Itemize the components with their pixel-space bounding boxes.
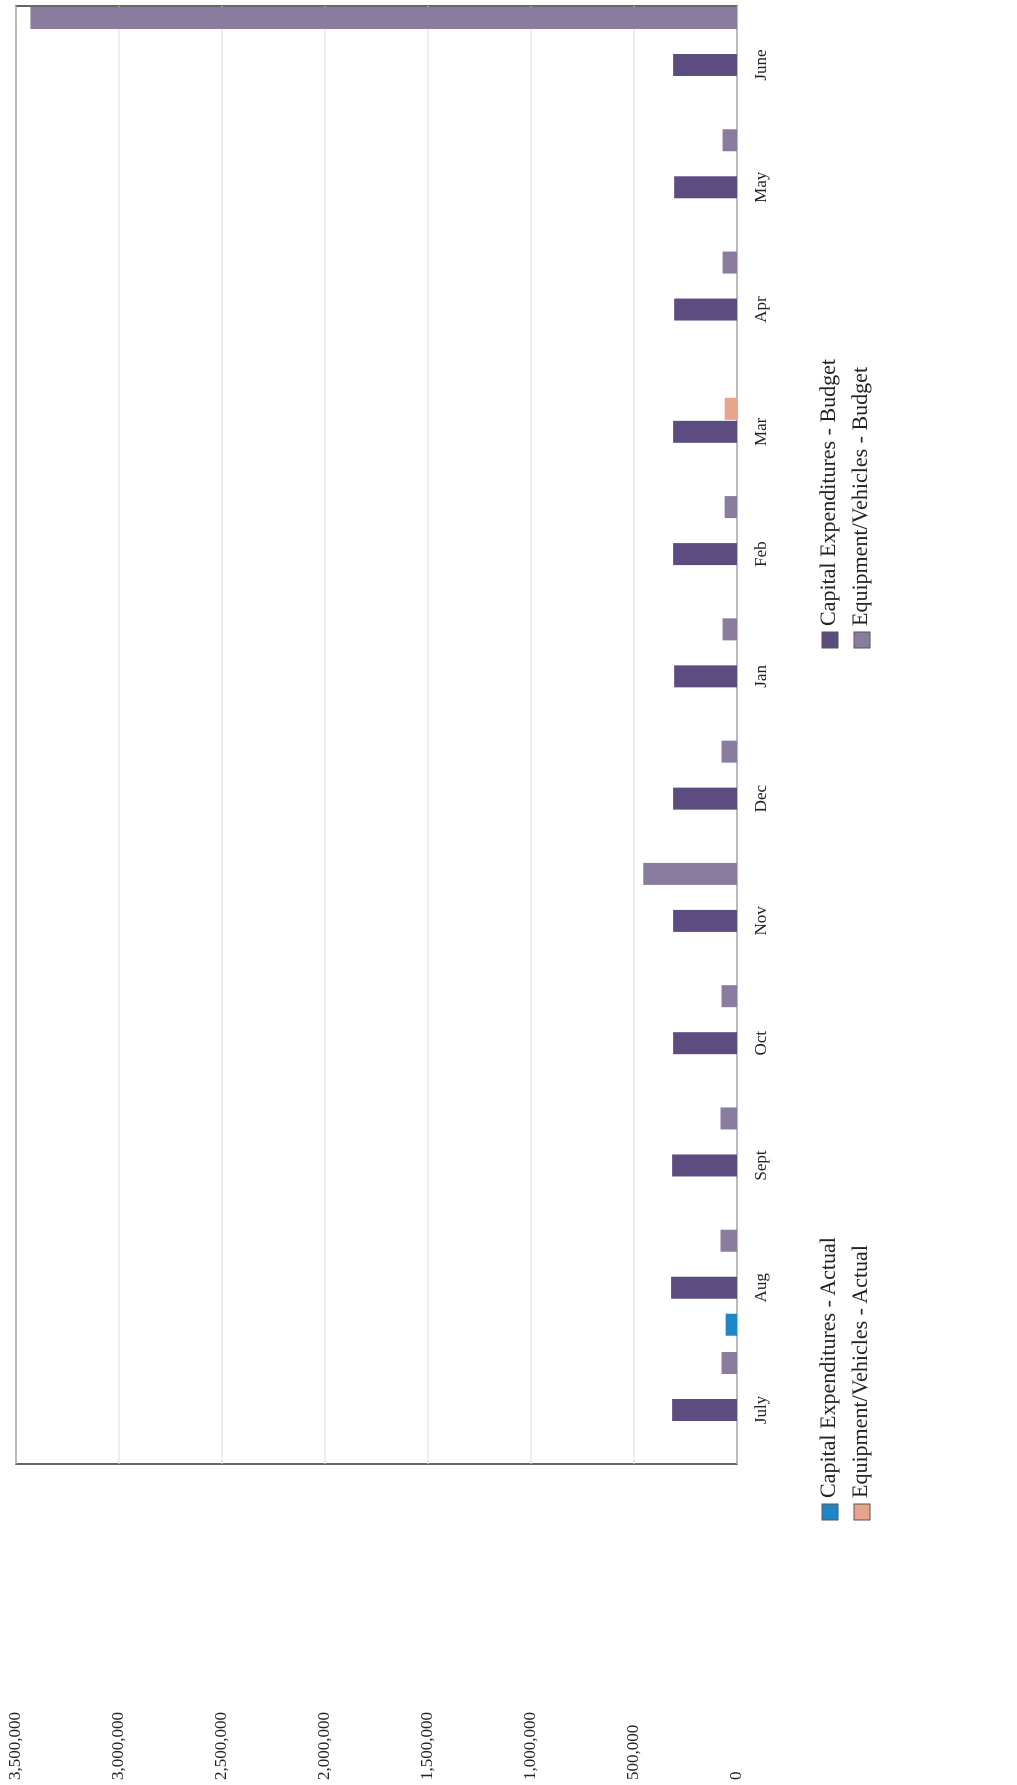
category-label: Aug (751, 1273, 770, 1303)
bar (725, 1313, 737, 1336)
bar (672, 1399, 737, 1421)
bar (672, 1154, 737, 1177)
legend-swatch (821, 1503, 839, 1521)
bar (724, 496, 737, 519)
category-label: Sept (751, 1150, 770, 1181)
category-label: Oct (751, 1031, 770, 1056)
bar (671, 1276, 737, 1299)
bar (722, 251, 737, 274)
x-tick-label: 1,500,000 (417, 1712, 436, 1780)
x-tick-label: 2,000,000 (314, 1712, 333, 1780)
category-label: Apr (751, 296, 770, 323)
bar (721, 1352, 737, 1374)
bar (673, 1032, 737, 1055)
bar (720, 1107, 737, 1130)
bar (722, 129, 737, 152)
bar (673, 543, 737, 566)
x-tick-label: 0 (726, 1772, 745, 1781)
x-tick-label: 3,500,000 (5, 1712, 24, 1780)
x-tick-label: 500,000 (623, 1725, 642, 1780)
bar (724, 397, 737, 420)
category-label: Jan (751, 665, 770, 688)
bar (30, 7, 738, 29)
x-tick-label: 2,500,000 (211, 1712, 230, 1780)
x-tick-label: 3,000,000 (108, 1712, 127, 1780)
category-label: Nov (751, 906, 770, 936)
bar (673, 787, 737, 810)
x-tick-label: 1,000,000 (520, 1712, 539, 1780)
category-label: Feb (751, 541, 770, 567)
legend-swatch (853, 1503, 871, 1521)
bar (673, 54, 737, 76)
bar (720, 1229, 737, 1252)
bar (673, 909, 737, 932)
bar (721, 985, 737, 1008)
bar (722, 618, 737, 641)
legend-label: Capital Expenditures - Budget (815, 359, 840, 626)
category-label: July (751, 1395, 770, 1424)
bar (674, 665, 737, 688)
category-label: Mar (751, 417, 770, 446)
category-label: Dec (751, 785, 770, 813)
category-label: May (751, 171, 770, 203)
legend-swatch (853, 631, 871, 649)
bar (643, 862, 737, 885)
legend-label: Capital Expenditures - Actual (815, 1237, 840, 1498)
bar (674, 176, 737, 199)
legend-label: Equipment/Vehicles - Actual (847, 1245, 872, 1498)
plot-frame (15, 5, 738, 1465)
bar (673, 420, 737, 443)
bar (674, 298, 737, 321)
category-label: June (751, 49, 770, 80)
bar (721, 740, 737, 763)
legend-label: Equipment/Vehicles - Budget (847, 367, 872, 626)
legend-swatch (821, 631, 839, 649)
